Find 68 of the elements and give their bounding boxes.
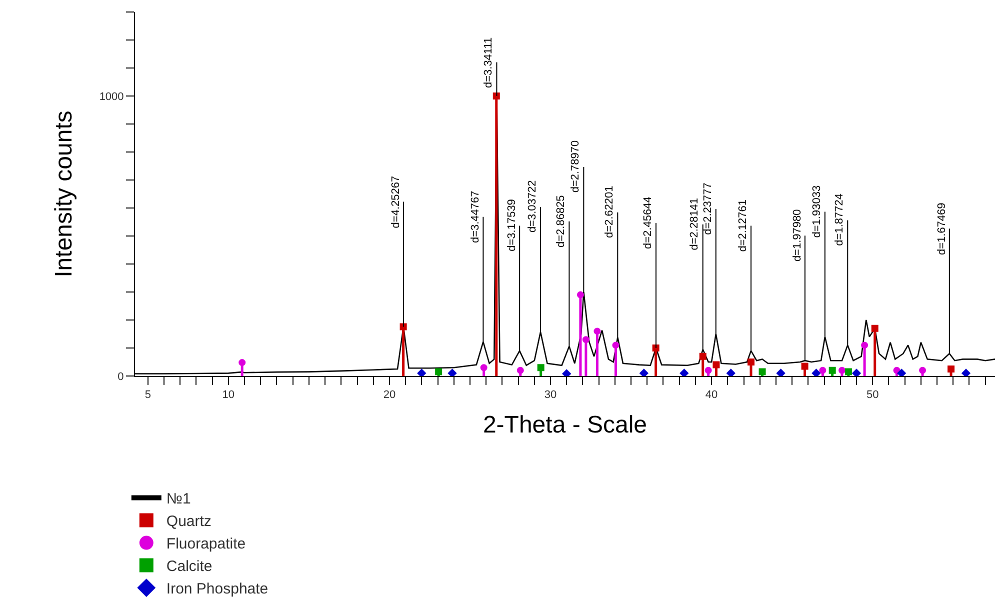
annotation: d=1.93033 <box>811 185 824 238</box>
annotation: d=2.45644 <box>642 196 654 249</box>
x-axis-title: 2-Theta - Scale <box>482 412 648 438</box>
point <box>480 364 488 372</box>
point <box>819 366 826 374</box>
x-tick-label: 30 <box>544 389 557 402</box>
point <box>852 368 861 376</box>
annotation: d=2.28141 <box>688 198 700 250</box>
annotation: d=3.34111 <box>482 37 494 88</box>
point <box>435 368 442 376</box>
point <box>582 336 590 344</box>
point <box>400 323 407 330</box>
point <box>948 366 955 372</box>
point <box>612 342 620 349</box>
annotation: d=3.44767 <box>469 190 482 244</box>
point <box>897 368 906 376</box>
point <box>238 359 246 366</box>
annotation: d=2.23777 <box>702 182 714 235</box>
point <box>576 291 584 298</box>
point <box>594 328 601 335</box>
legend-label: Iron Phosphate <box>166 580 268 598</box>
point <box>919 366 926 374</box>
point <box>448 368 457 376</box>
annotation: d=1.97980 <box>791 209 804 262</box>
x-tick-label: 20 <box>383 389 396 402</box>
annotation: d=2.78970 <box>570 140 582 193</box>
point <box>838 366 846 374</box>
legend-label: Quartz <box>166 513 212 530</box>
annotation: d=1.67469 <box>936 202 948 256</box>
point <box>748 358 755 366</box>
point <box>699 352 706 360</box>
x-tick-label: 50 <box>866 389 879 402</box>
legend-label: Fluorapatite <box>166 536 246 553</box>
x-tick-label: 40 <box>705 389 718 402</box>
point <box>417 368 426 376</box>
point <box>758 368 766 376</box>
point <box>871 324 878 332</box>
annotation: d=3.17539 <box>506 199 518 252</box>
y-tick-label: 0 <box>118 370 124 383</box>
point <box>962 368 970 376</box>
legend-label: №1 <box>166 490 191 508</box>
point <box>801 362 808 370</box>
annotation: d=3.03722 <box>526 180 538 233</box>
x-tick-label: 10 <box>222 389 235 402</box>
point <box>844 368 852 376</box>
legend-label: Calcite <box>166 558 212 576</box>
point <box>812 368 821 376</box>
point <box>652 344 660 352</box>
annotation: d=2.12761 <box>737 200 750 252</box>
annotation: d=2.86825 <box>554 195 567 248</box>
y-axis-title: Intensity counts <box>50 110 78 278</box>
point <box>704 366 712 374</box>
annotation: d=1.87724 <box>833 194 846 246</box>
point <box>562 369 572 376</box>
point <box>726 368 736 376</box>
y-tick-label: 1000 <box>99 90 124 103</box>
point <box>680 368 689 376</box>
annotation: d=4.25267 <box>390 176 402 228</box>
point <box>776 368 786 376</box>
point <box>537 364 544 372</box>
point <box>492 92 500 100</box>
point <box>828 366 836 374</box>
point <box>516 366 524 374</box>
point <box>640 368 648 376</box>
x-tick-label: 5 <box>144 389 151 402</box>
annotation: d=2.62201 <box>603 186 616 238</box>
point <box>861 342 868 349</box>
point <box>712 361 720 368</box>
